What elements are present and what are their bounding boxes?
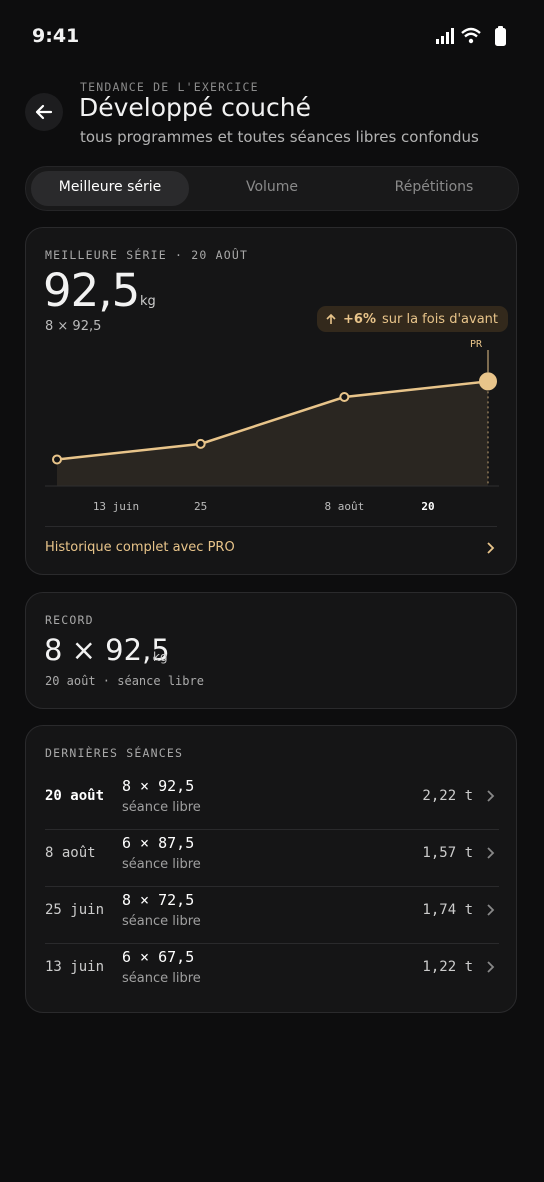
x-tick-label: 25 (194, 500, 207, 513)
divider (45, 943, 499, 944)
session-tonnage: 2,22 t (422, 788, 473, 804)
up-arrow (326, 313, 336, 324)
session-date: 13 juin (45, 959, 105, 975)
record-detail: 20 août · séance libre (45, 674, 204, 688)
x-tick-label: 20 (421, 500, 434, 513)
divider (45, 829, 499, 830)
chevron-path (487, 961, 495, 973)
session-note: séance libre (122, 800, 201, 815)
session-note: séance libre (122, 914, 201, 929)
point (52, 454, 62, 465)
area (57, 381, 488, 486)
session-date: 8 août (45, 845, 96, 861)
chevron-path (487, 847, 495, 859)
record-card: RECORD 8 × 92,5 kg 20 août · séance libr… (25, 592, 517, 709)
best-value: 92,5 (43, 264, 140, 317)
best-unit: kg (140, 294, 156, 309)
session-set: 8 × 72,5 (122, 891, 195, 909)
chevron (487, 904, 495, 916)
annotation: PR (470, 339, 483, 350)
session-row[interactable]: 25 juin 8 × 72,5 séance libre 1,74 t (26, 887, 518, 944)
divider (45, 526, 497, 527)
status-icons (436, 26, 506, 46)
tab-bar: Meilleure série Volume Répétitions (25, 166, 519, 211)
tab[interactable]: Meilleure série (58, 179, 162, 195)
session-date: 20 août (45, 788, 105, 804)
chevron-path (487, 904, 495, 916)
session-date: 25 juin (45, 902, 105, 918)
tab[interactable]: Volume (245, 179, 299, 195)
session-tonnage: 1,57 t (422, 845, 473, 861)
chevron (487, 961, 495, 973)
session-set: 8 × 92,5 (122, 777, 195, 795)
session-tonnage: 1,74 t (422, 902, 473, 918)
record-unit: kg (153, 650, 168, 664)
point (195, 438, 206, 449)
session-row[interactable]: 20 août 8 × 92,5 séance libre 2,22 t (26, 773, 518, 830)
session-set: 6 × 67,5 (122, 948, 195, 966)
point (339, 392, 350, 403)
session-note: séance libre (122, 971, 201, 986)
best-detail: 8 × 92,5 (45, 319, 102, 334)
chart: PR 13 juin 25 8 août 20 (45, 339, 499, 513)
line (56, 380, 489, 461)
badge-text: sur la fois d'avant (381, 311, 499, 327)
session-set: 6 × 87,5 (122, 834, 195, 852)
session-row[interactable]: 8 août 6 × 87,5 séance libre 1,57 t (26, 830, 518, 887)
record-value: 8 × 92,5 (44, 633, 170, 667)
subtitle: tous programmes et toutes séances libres… (80, 128, 479, 146)
active-tab-bg (31, 171, 189, 206)
status-time: 9:41 (32, 25, 80, 47)
chevron (487, 542, 495, 554)
session-tonnage: 1,22 t (422, 959, 473, 975)
badge-change: +6% (343, 311, 376, 327)
change-badge: +6% sur la fois d'avant (317, 306, 509, 332)
page-title: Développé couché (79, 93, 311, 122)
sessions-title: DERNIÈRES SÉANCES (45, 746, 184, 760)
pro-link[interactable]: Historique complet avec PRO (45, 540, 235, 555)
tab[interactable]: Répétitions (394, 179, 474, 195)
chevron (487, 790, 495, 802)
card-label: MEILLEURE SÉRIE · 20 AOÛT (45, 248, 249, 262)
session-row[interactable]: 13 juin 6 × 67,5 séance libre 1,22 t (26, 944, 518, 1001)
record-label: RECORD (45, 613, 94, 627)
session-note: séance libre (122, 857, 201, 872)
chevron (487, 847, 495, 859)
back-button[interactable] (25, 93, 63, 131)
x-tick-label: 13 juin (93, 500, 139, 513)
divider (45, 886, 499, 887)
point (479, 372, 497, 391)
chevron-path (487, 790, 495, 802)
best-set-card: MEILLEURE SÉRIE · 20 AOÛT 92,5 kg 8 × 92… (25, 227, 517, 575)
back-icon (35, 104, 53, 120)
eyebrow: TENDANCE DE L'EXERCICE (80, 80, 259, 94)
x-tick-label: 8 août (324, 500, 364, 513)
sessions-card: DERNIÈRES SÉANCES 20 août 8 × 92,5 séance … (25, 725, 517, 1013)
